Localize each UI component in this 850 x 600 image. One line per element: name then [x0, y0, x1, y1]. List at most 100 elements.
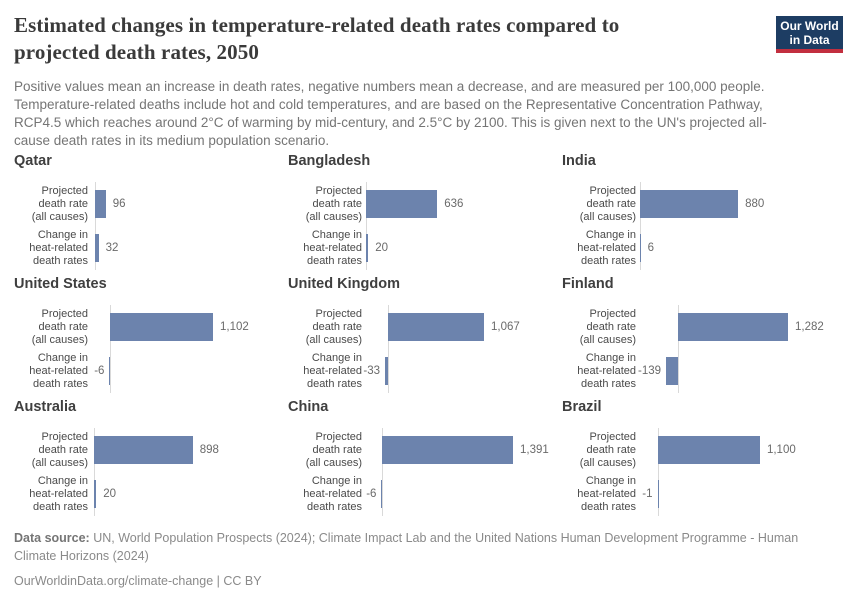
chart-header: Estimated changes in temperature-related… — [14, 12, 843, 150]
country-panel: United States Projected death rate (all cau… — [14, 276, 288, 393]
country-title: Brazil — [562, 399, 602, 415]
bar-heat-related-change[interactable] — [94, 480, 97, 508]
country-panel: Bangladesh Projected death rate (all causes… — [288, 153, 562, 270]
value-label: -139 — [638, 365, 662, 377]
value-label: 1,282 — [794, 321, 824, 333]
category-label: Projected death rate (all causes) — [562, 431, 636, 470]
data-source-label: Data source: — [14, 531, 90, 545]
category-label-line: death rates — [32, 254, 88, 267]
bar-heat-related-change[interactable] — [109, 357, 110, 385]
data-source-line: Data source: UN, World Population Prospe… — [14, 529, 804, 565]
category-label-line: Change in — [37, 351, 88, 364]
category-label-line: death rates — [32, 500, 88, 513]
chart-subtitle: Positive values mean an increase in deat… — [14, 79, 767, 148]
bar-projected-death-rate[interactable] — [366, 190, 438, 218]
panel-chart: Projected death rate (all causes) 96 Change … — [14, 182, 288, 270]
category-label-line: Projected — [589, 430, 636, 443]
category-label-line: (all causes) — [31, 456, 88, 469]
bar-projected-death-rate[interactable] — [678, 313, 788, 341]
country-title: Australia — [14, 399, 77, 415]
value-label: 636 — [444, 198, 464, 210]
category-label-line: heat-related — [577, 487, 636, 500]
bar-projected-death-rate[interactable] — [658, 436, 760, 464]
category-label-line: Change in — [311, 228, 362, 241]
bar-heat-related-change[interactable] — [666, 357, 678, 385]
value-label: 1,100 — [766, 444, 796, 456]
category-label: Projected death rate (all causes) — [14, 308, 88, 347]
zero-axis-line — [388, 305, 389, 393]
bar-projected-death-rate[interactable] — [388, 313, 485, 341]
bar-projected-death-rate[interactable] — [640, 190, 739, 218]
category-label-line: (all causes) — [579, 333, 636, 346]
category-label-line: death rates — [306, 377, 362, 390]
panel-chart: Projected death rate (all causes) 1,067 Chan… — [288, 305, 562, 393]
zero-axis-line — [658, 428, 659, 516]
bar-projected-death-rate[interactable] — [95, 190, 106, 218]
license-line: OurWorldinData.org/climate-change | CC B… — [14, 574, 262, 588]
category-label-line: Projected — [589, 184, 636, 197]
category-label-line: Projected — [589, 307, 636, 320]
category-label-line: (all causes) — [579, 456, 636, 469]
country-title: China — [288, 399, 329, 415]
zero-axis-line — [94, 428, 95, 516]
category-label-line: death rate — [586, 197, 636, 210]
bar-heat-related-change[interactable] — [366, 234, 369, 262]
category-label: Projected death rate (all causes) — [288, 308, 362, 347]
category-label-line: Projected — [315, 184, 362, 197]
country-title: Qatar — [14, 153, 52, 169]
chart-footer: Data source: UN, World Population Prospe… — [14, 529, 804, 590]
category-label-line: heat-related — [577, 241, 636, 254]
bar-heat-related-change[interactable] — [385, 357, 388, 385]
category-label-line: Projected — [41, 430, 88, 443]
category-label-line: death rates — [306, 500, 362, 513]
category-label-line: death rate — [586, 443, 636, 456]
category-label: Projected death rate (all causes) — [562, 308, 636, 347]
country-panel: Australia Projected death rate (all causes)… — [14, 399, 288, 516]
category-label-line: heat-related — [577, 364, 636, 377]
category-label-line: death rate — [312, 443, 362, 456]
category-label-line: Change in — [585, 351, 636, 364]
owid-logo-strip — [776, 49, 843, 53]
bar-heat-related-change[interactable] — [381, 480, 382, 508]
country-panel: Qatar Projected death rate (all causes) 96 Ch… — [14, 153, 288, 270]
category-label-line: Change in — [311, 351, 362, 364]
value-label: 898 — [199, 444, 219, 456]
category-label-line: heat-related — [303, 487, 362, 500]
category-label: Projected death rate (all causes) — [562, 185, 636, 224]
value-label: 880 — [745, 198, 765, 210]
zero-axis-line — [95, 182, 96, 270]
panel-chart: Projected death rate (all causes) 636 Change… — [288, 182, 562, 270]
category-label: Change in heat-related death rates — [562, 229, 636, 268]
bar-heat-related-change[interactable] — [640, 234, 641, 262]
category-label-line: (all causes) — [31, 333, 88, 346]
country-title: United States — [14, 276, 107, 292]
value-label: 1,067 — [491, 321, 520, 333]
owid-logo-box: Our World in Data — [776, 16, 843, 49]
bar-projected-death-rate[interactable] — [110, 313, 214, 341]
bar-heat-related-change[interactable] — [95, 234, 99, 262]
category-label-line: death rates — [580, 377, 636, 390]
chart-title: Estimated changes in temperature-related… — [14, 13, 620, 64]
category-label-line: death rate — [312, 197, 362, 210]
category-label-line: Change in — [311, 474, 362, 487]
category-label-line: Change in — [37, 474, 88, 487]
value-label: 1,102 — [220, 321, 249, 333]
category-label-line: Change in — [37, 228, 88, 241]
category-label-line: heat-related — [29, 487, 88, 500]
category-label-line: death rates — [32, 377, 88, 390]
zero-axis-line — [382, 428, 383, 516]
category-label: Change in heat-related death rates — [288, 229, 362, 268]
category-label-line: (all causes) — [579, 210, 636, 223]
panel-chart: Projected death rate (all causes) 898 Change… — [14, 428, 288, 516]
zero-axis-line — [366, 182, 367, 270]
bar-projected-death-rate[interactable] — [382, 436, 514, 464]
category-label: Change in heat-related death rates — [14, 475, 88, 514]
category-label-line: Projected — [41, 307, 88, 320]
bar-heat-related-change[interactable] — [657, 480, 658, 508]
value-label: 1,391 — [520, 444, 549, 456]
category-label-line: (all causes) — [31, 210, 88, 223]
panel-chart: Projected death rate (all causes) 1,282 Chan… — [562, 305, 836, 393]
country-title: Bangladesh — [288, 153, 371, 169]
category-label: Change in heat-related death rates — [562, 352, 636, 391]
bar-projected-death-rate[interactable] — [94, 436, 193, 464]
